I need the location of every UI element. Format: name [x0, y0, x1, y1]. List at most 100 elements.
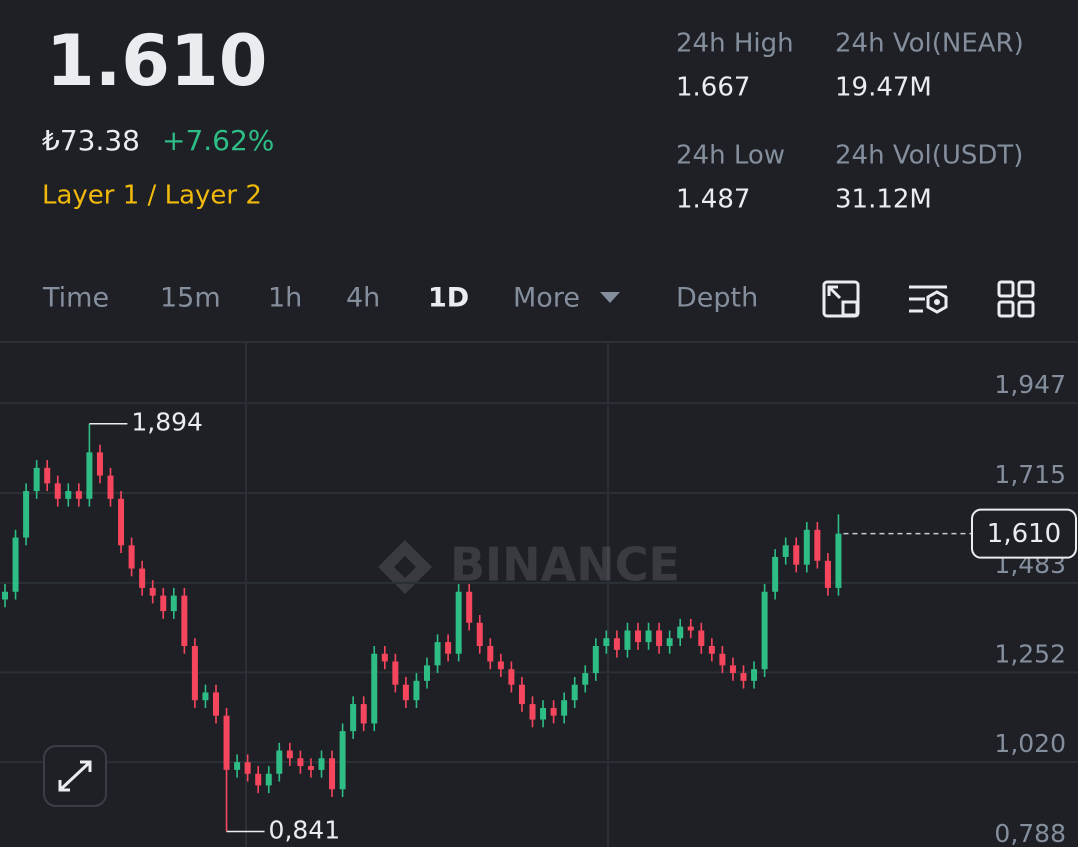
candle-body — [455, 591, 462, 654]
y-tick-label: 1,947 — [994, 370, 1066, 399]
candle-body — [603, 638, 610, 646]
dropdown-arrow — [600, 292, 620, 303]
candle-body — [318, 758, 325, 770]
candle-body — [518, 684, 525, 705]
candle-body — [635, 630, 641, 643]
tab[interactable]: 1h — [268, 283, 302, 314]
stat-label: 24h High — [676, 29, 794, 59]
candle-body — [751, 669, 758, 681]
stat-value: 1.667 — [676, 73, 750, 103]
candle-body — [191, 645, 198, 701]
candle-body — [286, 750, 293, 759]
candle-body — [213, 692, 219, 716]
candle-body — [329, 758, 336, 790]
candle-body — [529, 704, 536, 720]
indicator-icon[interactable] — [822, 280, 860, 318]
candle-body — [476, 622, 483, 646]
candle-body — [561, 700, 568, 716]
tab[interactable]: Time — [42, 283, 109, 314]
layout-icon[interactable] — [997, 280, 1035, 318]
candle-body — [772, 556, 779, 592]
candle-body — [170, 595, 177, 612]
candle-body — [814, 529, 821, 561]
candle-body — [223, 715, 230, 770]
tab[interactable]: 4h — [346, 283, 380, 314]
candle-body — [466, 591, 473, 623]
candle-body — [793, 545, 800, 565]
candle-body — [307, 766, 314, 770]
candle-body — [666, 638, 673, 646]
candle-body — [181, 595, 188, 646]
candle-body — [613, 638, 620, 650]
candle-body — [297, 758, 304, 767]
stat-value: 19.47M — [835, 73, 932, 103]
tab-active[interactable]: 1D — [428, 283, 469, 314]
candle-body — [413, 680, 420, 701]
y-tick-label: 1,715 — [994, 460, 1066, 489]
candle-body — [497, 661, 504, 670]
interval-tabs: Time 15m 1h 4h 1D More Depth — [42, 280, 1035, 318]
candle-body — [44, 467, 51, 484]
candle-body — [381, 653, 388, 662]
candle-body — [402, 684, 409, 701]
candle-body — [202, 692, 209, 701]
candle-body — [687, 626, 694, 631]
candle-body — [360, 704, 367, 724]
y-tick-label: 1,020 — [994, 729, 1066, 758]
candle-body — [434, 642, 441, 666]
y-tick-label: 0,788 — [994, 819, 1066, 847]
candle-body — [118, 498, 125, 546]
candle-body — [149, 587, 156, 596]
tab[interactable]: 15m — [160, 283, 221, 314]
candle-body — [656, 630, 663, 646]
candle-body — [23, 491, 30, 538]
candlestick-chart: 0,7881,0201,2521,4831,7151,9471,8940,841… — [0, 370, 1078, 847]
y-tick-label: 1,252 — [994, 639, 1066, 668]
candle-body — [392, 661, 399, 685]
candle-body — [54, 483, 61, 499]
candle-body — [255, 773, 262, 786]
candle-body — [677, 626, 684, 639]
stat-label: 24h Low — [676, 141, 785, 171]
candle-body — [740, 673, 747, 681]
candle-body — [65, 491, 72, 499]
candle-body — [508, 669, 515, 685]
candle-body — [2, 591, 8, 600]
candle-body — [265, 773, 272, 786]
stat-label: 24h Vol(NEAR) — [835, 29, 1024, 59]
candle-body — [729, 665, 736, 674]
candle-body — [761, 591, 768, 670]
stat-label: 24h Vol(USDT) — [835, 141, 1023, 171]
price-change: +7.62% — [162, 124, 274, 157]
candle-body — [708, 645, 715, 654]
expand-button[interactable] — [43, 745, 107, 807]
last-price-box — [971, 508, 1077, 559]
stat-value: 1.487 — [676, 185, 750, 215]
candle-body — [835, 533, 842, 588]
candle-body — [128, 545, 135, 569]
candle-body — [540, 707, 547, 720]
last-price-label: 1,610 — [987, 519, 1061, 549]
watermark: BINANCE — [378, 538, 680, 594]
settings-icon[interactable] — [909, 285, 948, 314]
candle-body — [160, 595, 167, 612]
candle-body — [339, 731, 346, 790]
candle-body — [445, 642, 452, 654]
candle-body — [350, 704, 357, 732]
candle-body — [550, 707, 557, 716]
candle-body — [645, 630, 652, 643]
candle-body — [96, 452, 103, 476]
candle-body — [371, 653, 378, 724]
candle-body — [107, 475, 114, 499]
candle-body — [824, 560, 831, 588]
candle-body — [698, 630, 705, 646]
candle-body — [75, 491, 82, 499]
annotation-label: 0,841 — [269, 815, 341, 844]
candle-body — [782, 545, 789, 557]
candle-body — [244, 762, 251, 774]
annotation-label: 1,894 — [131, 408, 203, 437]
tab[interactable]: More — [513, 283, 580, 314]
category-tag[interactable]: Layer 1 / Layer 2 — [42, 181, 262, 211]
tab[interactable]: Depth — [676, 283, 758, 314]
